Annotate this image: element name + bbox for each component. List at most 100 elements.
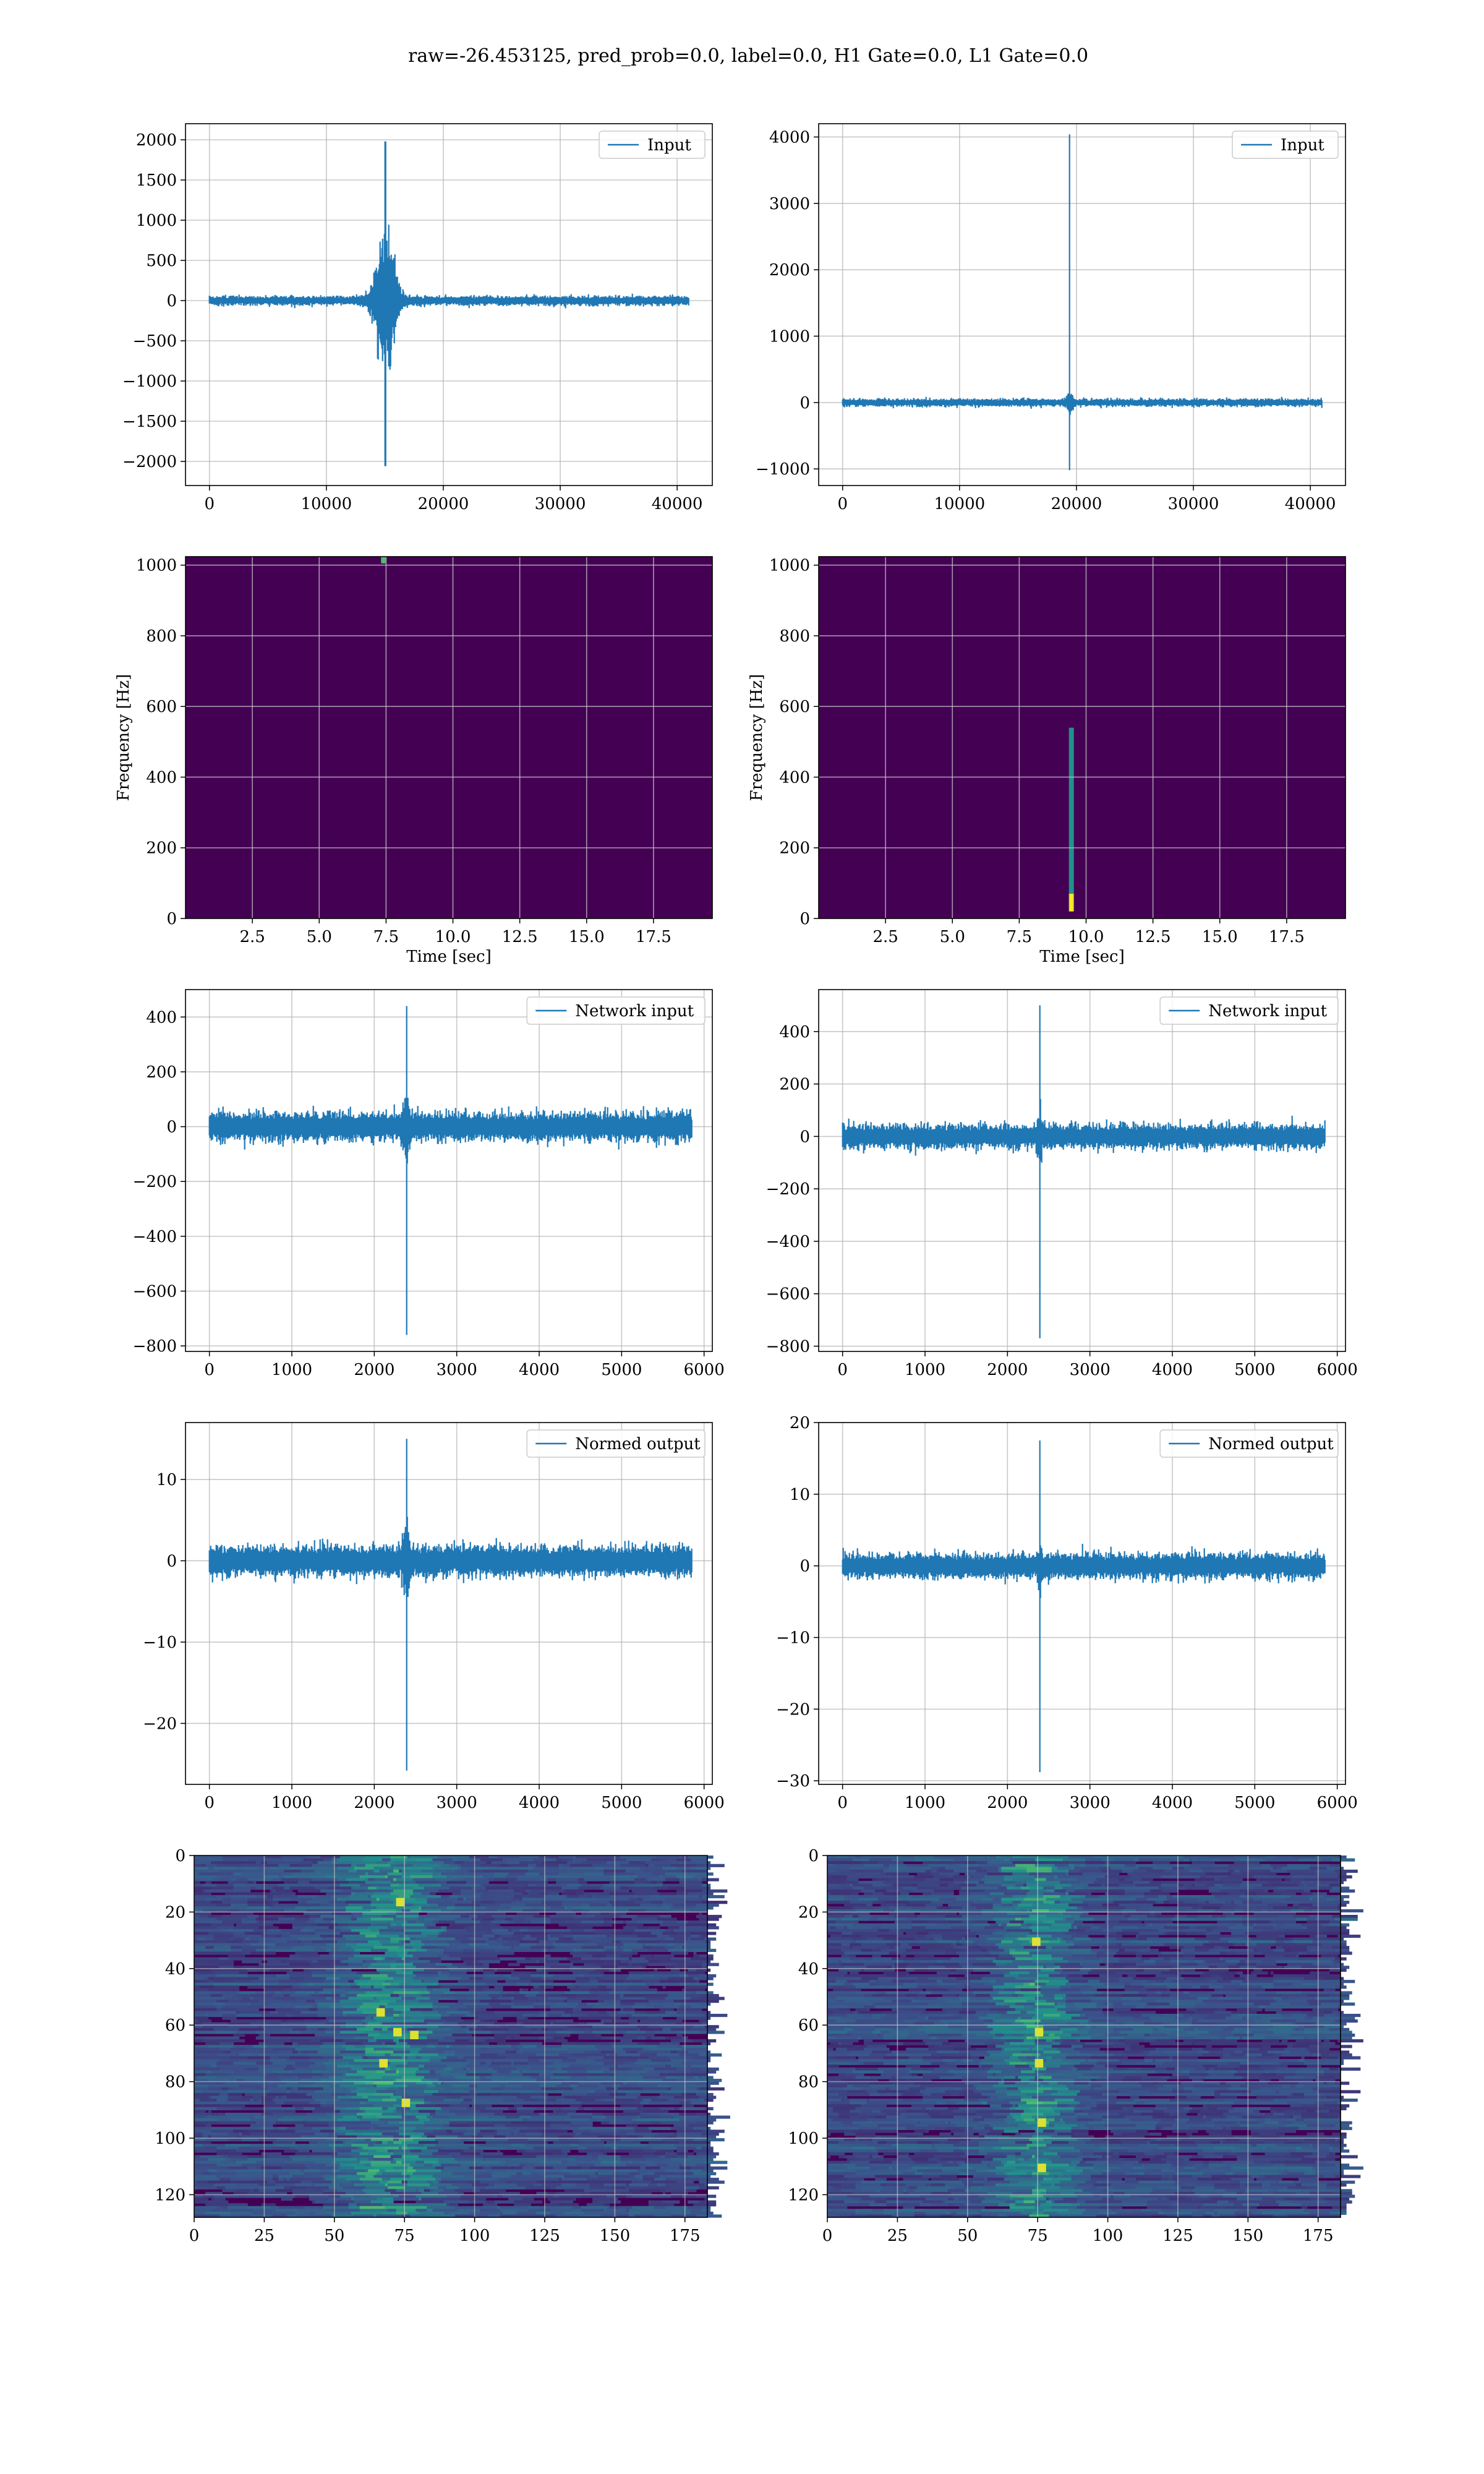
feature-map-h1-heatmap-cell <box>390 1892 414 1896</box>
feature-map-h1-heatmap-cell <box>275 1974 290 1978</box>
feature-map-h1-heatmap-cell <box>701 2129 725 2133</box>
feature-map-h1-heatmap-cell <box>491 1861 495 1865</box>
feature-map-h1-heatmap-cell <box>284 1960 307 1964</box>
feature-map-h1-heatmap-cell <box>292 2002 318 2006</box>
feature-map-h1-heatmap-cell <box>339 1960 343 1964</box>
feature-map-h1-heatmap-cell <box>505 2050 518 2054</box>
feature-map-h1-heatmap-cell <box>550 2121 571 2125</box>
feature-map-l1-heatmap-cell <box>1085 1861 1106 1865</box>
feature-map-h1-heatmap-cell <box>194 1988 198 1992</box>
feature-map-h1-heatmap-cell <box>197 2027 215 2031</box>
feature-map-h1-heatmap-cell <box>345 2076 363 2079</box>
feature-map-h1-heatmap-cell <box>671 2065 675 2068</box>
feature-map-h1-heatmap-cell <box>463 2087 489 2091</box>
feature-map-h1-heatmap-cell <box>379 1928 405 1932</box>
feature-map-h1-heatmap-cell <box>365 2169 369 2173</box>
feature-map-h1-heatmap-cell <box>542 2087 556 2091</box>
feature-map-h1-heatmap-cell <box>637 2172 641 2176</box>
feature-map-h1-heatmap-cell <box>357 2112 383 2117</box>
feature-map-h1-heatmap-cell <box>399 1993 422 1998</box>
feature-map-h1-heatmap-cell <box>598 1957 602 1961</box>
feature-map-h1-heatmap-cell <box>194 1940 200 1944</box>
feature-map-h1-heatmap-cell <box>368 2211 383 2215</box>
feature-map-h1-heatmap-cell <box>609 2042 615 2045</box>
feature-map-h1-heatmap-cell <box>343 1889 366 1893</box>
feature-map-h1-heatmap-cell <box>365 1991 377 1995</box>
feature-map-h1-heatmap-cell <box>516 1960 537 1964</box>
feature-map-h1-heatmap-cell <box>236 2183 259 2187</box>
feature-map-h1-heatmap-cell <box>679 2053 699 2057</box>
feature-map-h1-heatmap-cell <box>598 1985 607 1989</box>
feature-map-h1-heatmap-cell <box>275 1889 288 1893</box>
feature-map-h1-heatmap-cell <box>573 2135 599 2139</box>
feature-map-h1-heatmap-cell <box>446 2011 470 2014</box>
feature-map-h1-heatmap-cell <box>292 2045 296 2048</box>
feature-map-h1-heatmap-cell <box>665 1946 675 1950</box>
feature-map-h1-heatmap-cell <box>435 2110 441 2113</box>
feature-map-h1-heatmap-cell <box>435 2178 441 2181</box>
feature-map-h1-heatmap-cell <box>561 2045 576 2048</box>
feature-map-h1-heatmap-cell <box>525 1886 548 1890</box>
feature-map-h1-heatmap-cell <box>435 1977 447 1980</box>
feature-map-h1-heatmap-cell <box>194 2036 206 2040</box>
feature-map-h1-heatmap-cell <box>665 2152 677 2156</box>
feature-map-h1-heatmap-cell <box>654 2152 666 2156</box>
feature-map-h1-heatmap-cell <box>673 2112 680 2117</box>
feature-map-h1-heatmap-cell <box>477 1914 492 1919</box>
feature-map-h1-heatmap-cell <box>500 2084 506 2088</box>
feature-map-h1-heatmap-cell <box>194 2053 206 2057</box>
normed-output-h1-xtick-label: 6000 <box>684 1794 725 1812</box>
feature-map-h1-heatmap-cell <box>399 2146 403 2150</box>
feature-map-h1-heatmap-cell <box>365 1960 377 1964</box>
feature-map-h1-heatmap-cell <box>315 1991 318 1995</box>
feature-map-h1-heatmap-cell <box>600 1957 621 1961</box>
feature-map-h1-heatmap-cell <box>553 2152 562 2156</box>
feature-map-h1-heatmap-cell <box>469 2200 487 2204</box>
feature-map-h1-heatmap-cell <box>527 2118 551 2122</box>
feature-map-h1-heatmap-cell <box>343 1960 363 1964</box>
feature-map-h1-heatmap-cell <box>281 1872 293 1876</box>
feature-map-h1-heatmap-cell <box>295 1917 310 1921</box>
feature-map-h1-heatmap-cell <box>297 2121 307 2125</box>
feature-map-h1-heatmap-cell <box>463 2056 481 2060</box>
feature-map-h1-heatmap-cell <box>289 2146 296 2150</box>
feature-map-h1-heatmap-cell <box>631 2126 635 2130</box>
feature-map-h1-heatmap-cell <box>301 2079 313 2082</box>
feature-map-h1-heatmap-cell <box>438 2025 461 2029</box>
spectrogram-h1-xtick-label: 15.0 <box>569 928 605 946</box>
feature-map-h1-heatmap-cell <box>684 1971 706 1975</box>
feature-map-h1-heatmap-cell <box>289 2090 315 2094</box>
feature-map-h1-heatmap-cell <box>637 1926 649 1930</box>
feature-map-h1-heatmap-cell <box>485 2019 498 2023</box>
feature-map-h1-heatmap-cell <box>668 1926 680 1930</box>
feature-map-h1-heatmap-cell <box>357 2092 374 2097</box>
feature-map-h1-heatmap-cell <box>696 2013 706 2018</box>
feature-map-h1-heatmap-cell <box>615 2149 621 2153</box>
feature-map-h1-heatmap-cell <box>684 1923 706 1927</box>
feature-map-h1-heatmap-cell <box>480 2158 484 2162</box>
feature-map-h1-heatmap-cell <box>286 2065 293 2068</box>
feature-map-h1-heatmap-cell <box>418 2211 445 2215</box>
feature-map-h1-heatmap-cell <box>289 1932 310 1935</box>
feature-map-h1-heatmap-cell <box>485 1886 509 1890</box>
feature-map-h1-heatmap-cell <box>205 2056 231 2060</box>
feature-map-h1-heatmap-cell <box>382 2107 388 2110</box>
feature-map-h1-heatmap-cell <box>208 2045 229 2048</box>
feature-map-h1-heatmap-cell <box>682 1946 686 1950</box>
input-l1-chart: 0 10000 20000 30000 40000−100001000200030004… <box>756 123 1346 513</box>
feature-map-h1-heatmap-cell <box>483 2206 498 2209</box>
feature-map-h1-heatmap-cell <box>662 1883 683 1887</box>
feature-map-h1-ytick-label: 80 <box>165 2073 186 2092</box>
feature-map-h1-heatmap-cell <box>337 1948 355 1952</box>
feature-map-h1-heatmap-cell <box>544 2175 565 2178</box>
feature-map-h1-heatmap-cell <box>620 2008 624 2011</box>
feature-map-h1-heatmap-cell <box>600 1901 610 1904</box>
feature-map-h1-heatmap-cell <box>556 2084 571 2088</box>
feature-map-h1-heatmap-cell <box>424 1943 450 1946</box>
feature-map-h1-heatmap-cell <box>564 1901 573 1904</box>
feature-map-h1-heatmap-cell <box>527 1883 537 1887</box>
feature-map-h1-heatmap-cell <box>646 1878 649 1881</box>
feature-map-h1-heatmap-cell <box>441 1872 467 1876</box>
feature-map-h1-heatmap-cell <box>648 2183 657 2187</box>
feature-map-h1-bright-spot <box>396 1898 405 1907</box>
